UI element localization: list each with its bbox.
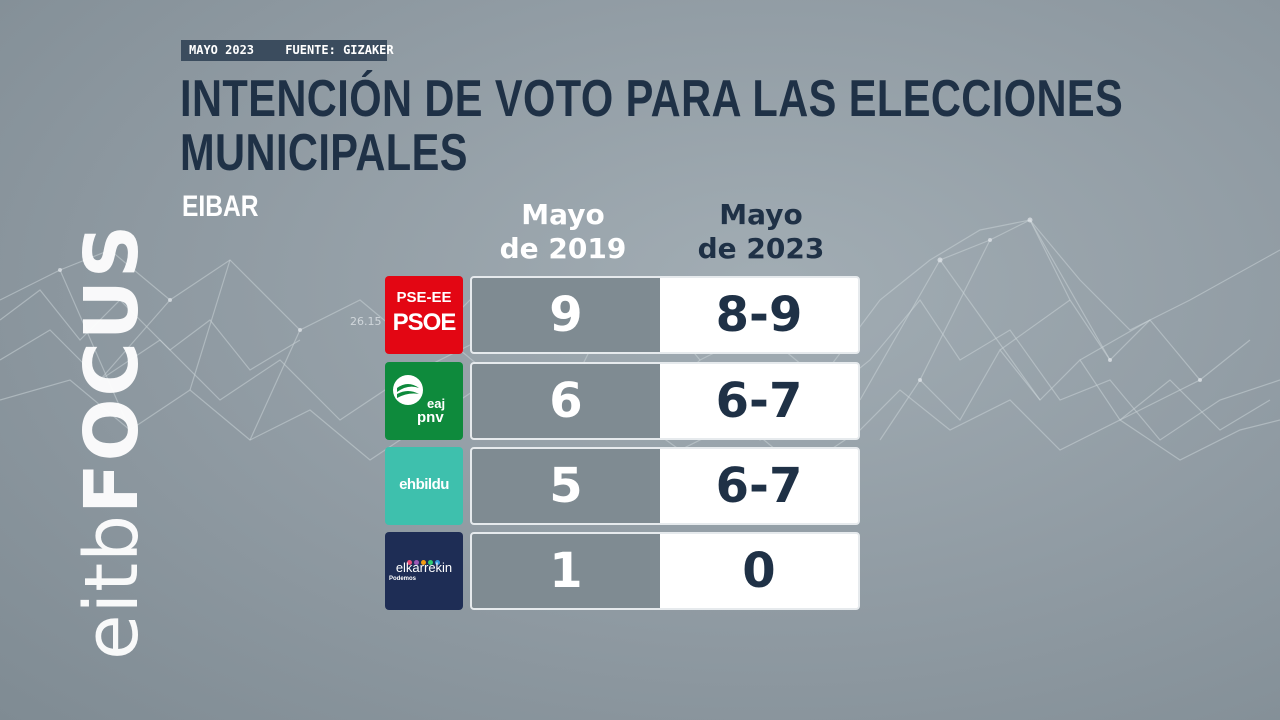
- value-box: 5 6-7: [470, 447, 860, 525]
- column-header-line: de 2023: [697, 232, 825, 265]
- meta-bar: MAYO 2023 FUENTE: GIZAKER: [181, 40, 394, 61]
- value-2023: 8-9: [660, 278, 858, 352]
- ehbildu-logo-text: ehbildu: [399, 476, 449, 493]
- eitb-focus-logo: eitbFOCUS: [69, 100, 155, 660]
- elkarrekin-logo: elkarrekin Podemos: [385, 532, 463, 610]
- value-2023: 0: [660, 534, 858, 608]
- title-line-1: INTENCIÓN DE VOTO PARA LAS ELECCIONES: [180, 70, 1124, 128]
- elkarrekin-logo-line2: Podemos: [389, 576, 417, 582]
- page-title: INTENCIÓN DE VOTO PARA LAS ELECCIONES MU…: [180, 70, 1124, 182]
- value-2019: 6: [472, 364, 660, 438]
- column-header-2019: Mayo de 2019: [463, 198, 663, 266]
- column-header-line: Mayo: [521, 198, 605, 231]
- background-number-label: 26.15: [350, 315, 382, 328]
- value-2023: 6-7: [660, 364, 858, 438]
- page-subtitle: EIBAR: [182, 190, 259, 223]
- pnv-logo-line2: pnv: [417, 409, 444, 426]
- table-row: elkarrekin Podemos 1 0: [385, 532, 860, 610]
- pnv-logo-line1: eaj: [427, 396, 446, 411]
- pnv-logo: eaj pnv: [385, 362, 463, 440]
- brand-part-focus: FOCUS: [69, 222, 155, 514]
- meta-source: FUENTE: GIZAKER: [285, 43, 394, 57]
- ehbildu-logo: ehbildu: [385, 447, 463, 525]
- psoe-logo: PSE-EE PSOE: [385, 276, 463, 354]
- elkarrekin-logo-line1: elkarrekin: [395, 560, 453, 575]
- meta-date: MAYO 2023: [189, 43, 255, 57]
- column-header-line: de 2019: [499, 232, 627, 265]
- value-2019: 9: [472, 278, 660, 352]
- table-row: ehbildu 5 6-7: [385, 447, 860, 525]
- value-2019: 5: [472, 449, 660, 523]
- title-line-2: MUNICIPALES: [180, 124, 468, 182]
- pnv-swirl-icon: [393, 375, 423, 405]
- value-2019: 1: [472, 534, 660, 608]
- table-row: PSE-EE PSOE 9 8-9: [385, 276, 860, 354]
- elkarrekin-dots-icon: [407, 550, 442, 569]
- table-row: eaj pnv 6 6-7: [385, 362, 860, 440]
- psoe-logo-line2: PSOE: [392, 309, 457, 336]
- brand-part-eitb: eitb: [69, 513, 155, 660]
- value-2023: 6-7: [660, 449, 858, 523]
- column-header-2023: Mayo de 2023: [661, 198, 861, 266]
- value-box: 9 8-9: [470, 276, 860, 354]
- value-box: 1 0: [470, 532, 860, 610]
- column-header-line: Mayo: [719, 198, 803, 231]
- value-box: 6 6-7: [470, 362, 860, 440]
- psoe-logo-line1: PSE-EE: [396, 289, 452, 306]
